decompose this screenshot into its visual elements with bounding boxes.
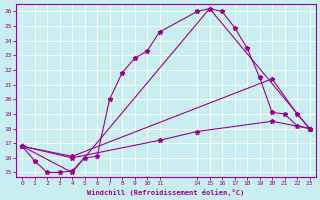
X-axis label: Windchill (Refroidissement éolien,°C): Windchill (Refroidissement éolien,°C): [87, 189, 244, 196]
